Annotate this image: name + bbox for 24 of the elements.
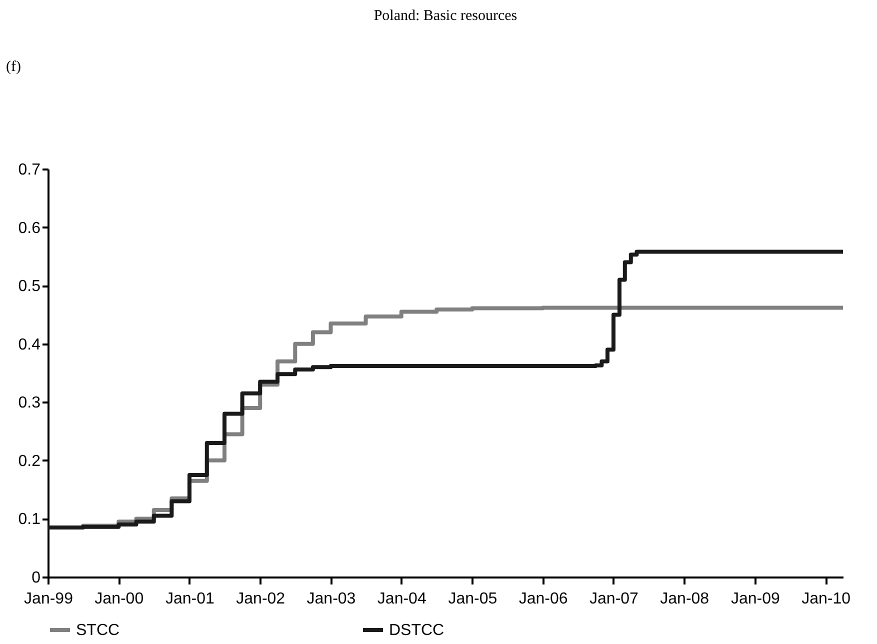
x-tick-label: Jan-06 <box>518 590 568 608</box>
y-tick-label: 0.7 <box>18 162 41 178</box>
x-tick-label: Jan-03 <box>306 590 356 608</box>
legend-label: DSTCC <box>389 622 444 639</box>
text: (f) <box>6 59 21 75</box>
chart-title: Poland: Basic resources <box>374 8 518 24</box>
y-tick-label: 0.6 <box>18 220 41 237</box>
x-tick-label: Jan-07 <box>590 590 639 608</box>
x-tick-label: Jan-00 <box>94 590 144 608</box>
x-tick-label: Jan-09 <box>730 590 780 608</box>
legend-label: STCC <box>76 622 120 639</box>
y-tick-label: 0.2 <box>18 452 41 470</box>
x-tick-label: Jan-99 <box>24 590 74 608</box>
x-tick-label: Jan-05 <box>448 590 498 608</box>
x-tick-label: Jan-10 <box>802 590 851 608</box>
x-tick-label: Jan-01 <box>166 590 215 608</box>
x-tick-label: Jan-02 <box>236 590 286 608</box>
y-tick-label: 0.4 <box>18 336 41 354</box>
x-tick-label: Jan-08 <box>660 590 710 608</box>
y-tick-label: 0.3 <box>18 394 41 412</box>
y-tick-label: 0 <box>32 570 41 586</box>
y-tick-label: 0.1 <box>18 511 41 528</box>
x-tick-label: Jan-04 <box>377 590 426 608</box>
y-tick-label: 0.5 <box>18 278 41 296</box>
